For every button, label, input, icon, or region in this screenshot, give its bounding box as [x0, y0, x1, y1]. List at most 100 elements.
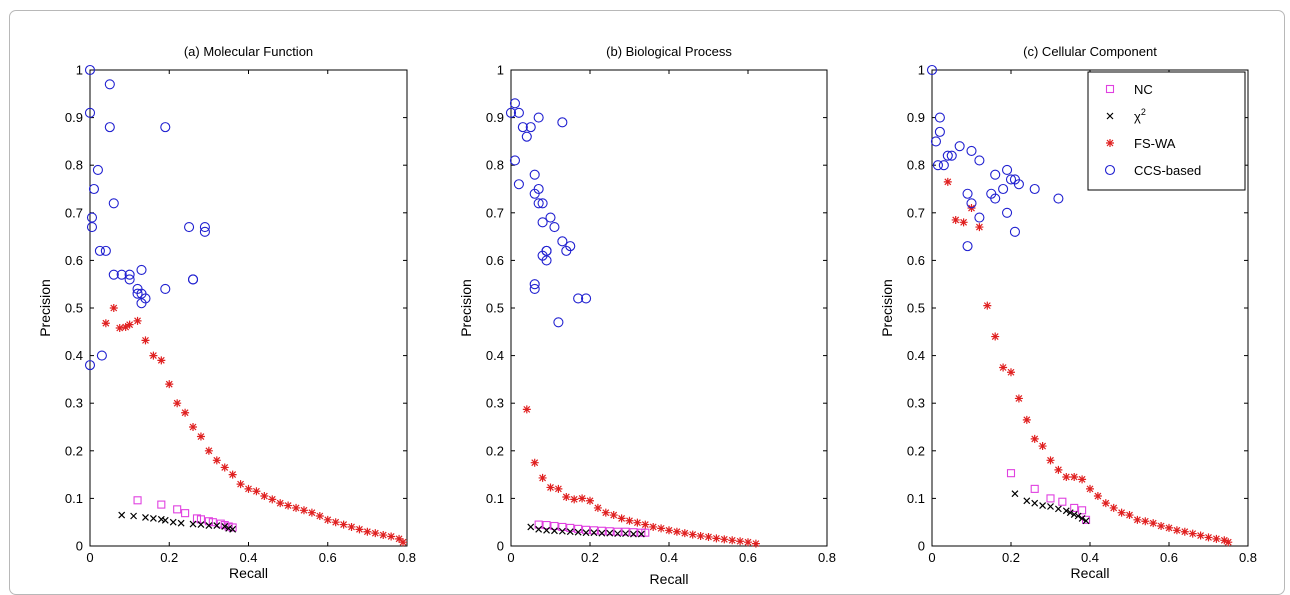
data-point: [565, 241, 576, 252]
data-point: [521, 131, 532, 142]
data-point: [932, 160, 943, 171]
y-tick-label: 0.9: [486, 110, 504, 125]
data-point: [1062, 472, 1071, 481]
data-point: [86, 222, 98, 233]
data-point: [157, 500, 166, 509]
data-point: [88, 183, 100, 195]
legend-label: FS-WA: [1134, 136, 1176, 151]
data-point: [535, 525, 543, 533]
x-tick-label: 0: [928, 550, 935, 565]
data-point: [720, 535, 729, 544]
data-point: [1013, 179, 1024, 190]
data-point: [633, 518, 642, 527]
data-point: [379, 531, 388, 540]
data-point: [966, 145, 977, 156]
series-circle: [84, 64, 210, 371]
data-point: [962, 241, 973, 252]
data-point: [959, 218, 968, 227]
data-point: [149, 351, 158, 360]
data-point: [1038, 442, 1047, 451]
data-point: [609, 511, 618, 520]
data-point: [173, 505, 182, 514]
data-point: [187, 274, 199, 285]
legend-label: NC: [1134, 82, 1153, 97]
data-point: [629, 528, 638, 537]
data-point: [589, 526, 599, 535]
data-point: [744, 538, 752, 547]
data-point: [355, 525, 364, 534]
data-point: [1141, 517, 1150, 526]
x-tick-label: 0.4: [1081, 550, 1099, 565]
data-point: [562, 492, 571, 501]
data-point: [1117, 508, 1126, 517]
panel-molecular-function: 0 0.2 0.4 0.6 0.8 0 0.1 0.2 0.3 0.4 0.5 0.6 0.7 0.8 0.…: [37, 44, 416, 581]
x-tick-label: 0.8: [1239, 550, 1257, 565]
data-point: [586, 496, 594, 505]
data-point: [1133, 515, 1142, 524]
data-point: [580, 293, 592, 304]
data-point: [1074, 512, 1082, 520]
data-point: [116, 269, 127, 280]
y-tick-label: 1: [76, 63, 83, 78]
data-point: [728, 536, 737, 545]
y-tick-label: 0.2: [907, 443, 925, 458]
data-point: [104, 122, 115, 133]
y-tick-label: 0.3: [486, 396, 504, 411]
data-point: [529, 283, 540, 295]
data-point: [597, 526, 606, 535]
data-point: [606, 529, 614, 537]
series-star: [522, 405, 760, 548]
data-point: [292, 503, 301, 512]
x-tick-label: 0.2: [581, 550, 599, 565]
y-tick-label: 0.1: [907, 491, 925, 506]
data-point: [522, 405, 531, 414]
data-point: [284, 501, 293, 510]
data-point: [1062, 507, 1070, 515]
data-point: [926, 64, 938, 76]
data-point: [165, 380, 174, 389]
data-point: [1001, 164, 1013, 176]
y-tick-label: 0.5: [486, 301, 504, 316]
series-x: [1011, 490, 1090, 525]
data-point: [115, 323, 124, 332]
y-tick-label: 0.5: [907, 301, 925, 316]
data-point: [225, 524, 233, 532]
data-point: [1023, 497, 1031, 505]
data-point: [229, 525, 237, 533]
data-point: [1204, 533, 1213, 542]
data-point: [1001, 207, 1013, 218]
data-point: [966, 198, 977, 209]
data-point: [199, 226, 210, 237]
data-point: [395, 534, 404, 543]
data-point: [1030, 484, 1039, 493]
data-point: [951, 215, 960, 224]
y-tick-label: 0.6: [65, 253, 83, 268]
data-point: [509, 155, 521, 166]
data-point: [1066, 509, 1074, 517]
data-point: [1030, 434, 1039, 443]
data-point: [189, 520, 197, 528]
data-point: [1093, 492, 1102, 501]
x-tick-label: 0.6: [319, 550, 337, 565]
x-tick-label: 0.6: [739, 550, 757, 565]
data-point: [574, 528, 582, 536]
data-point: [930, 136, 942, 147]
data-point: [529, 188, 540, 199]
data-point: [533, 112, 544, 123]
x-axis-label: Recall: [1071, 565, 1110, 581]
data-point: [141, 336, 150, 345]
data-point: [1047, 503, 1054, 510]
data-point: [268, 495, 277, 504]
data-point: [331, 518, 340, 527]
data-point: [641, 520, 650, 529]
data-point: [529, 279, 540, 290]
data-point: [84, 64, 96, 76]
data-point: [220, 463, 229, 472]
data-point: [962, 188, 973, 199]
data-point: [990, 169, 1001, 180]
legend-marker-circle: [1104, 164, 1116, 176]
data-point: [1165, 523, 1173, 532]
data-point: [665, 526, 673, 535]
data-point: [205, 522, 213, 529]
